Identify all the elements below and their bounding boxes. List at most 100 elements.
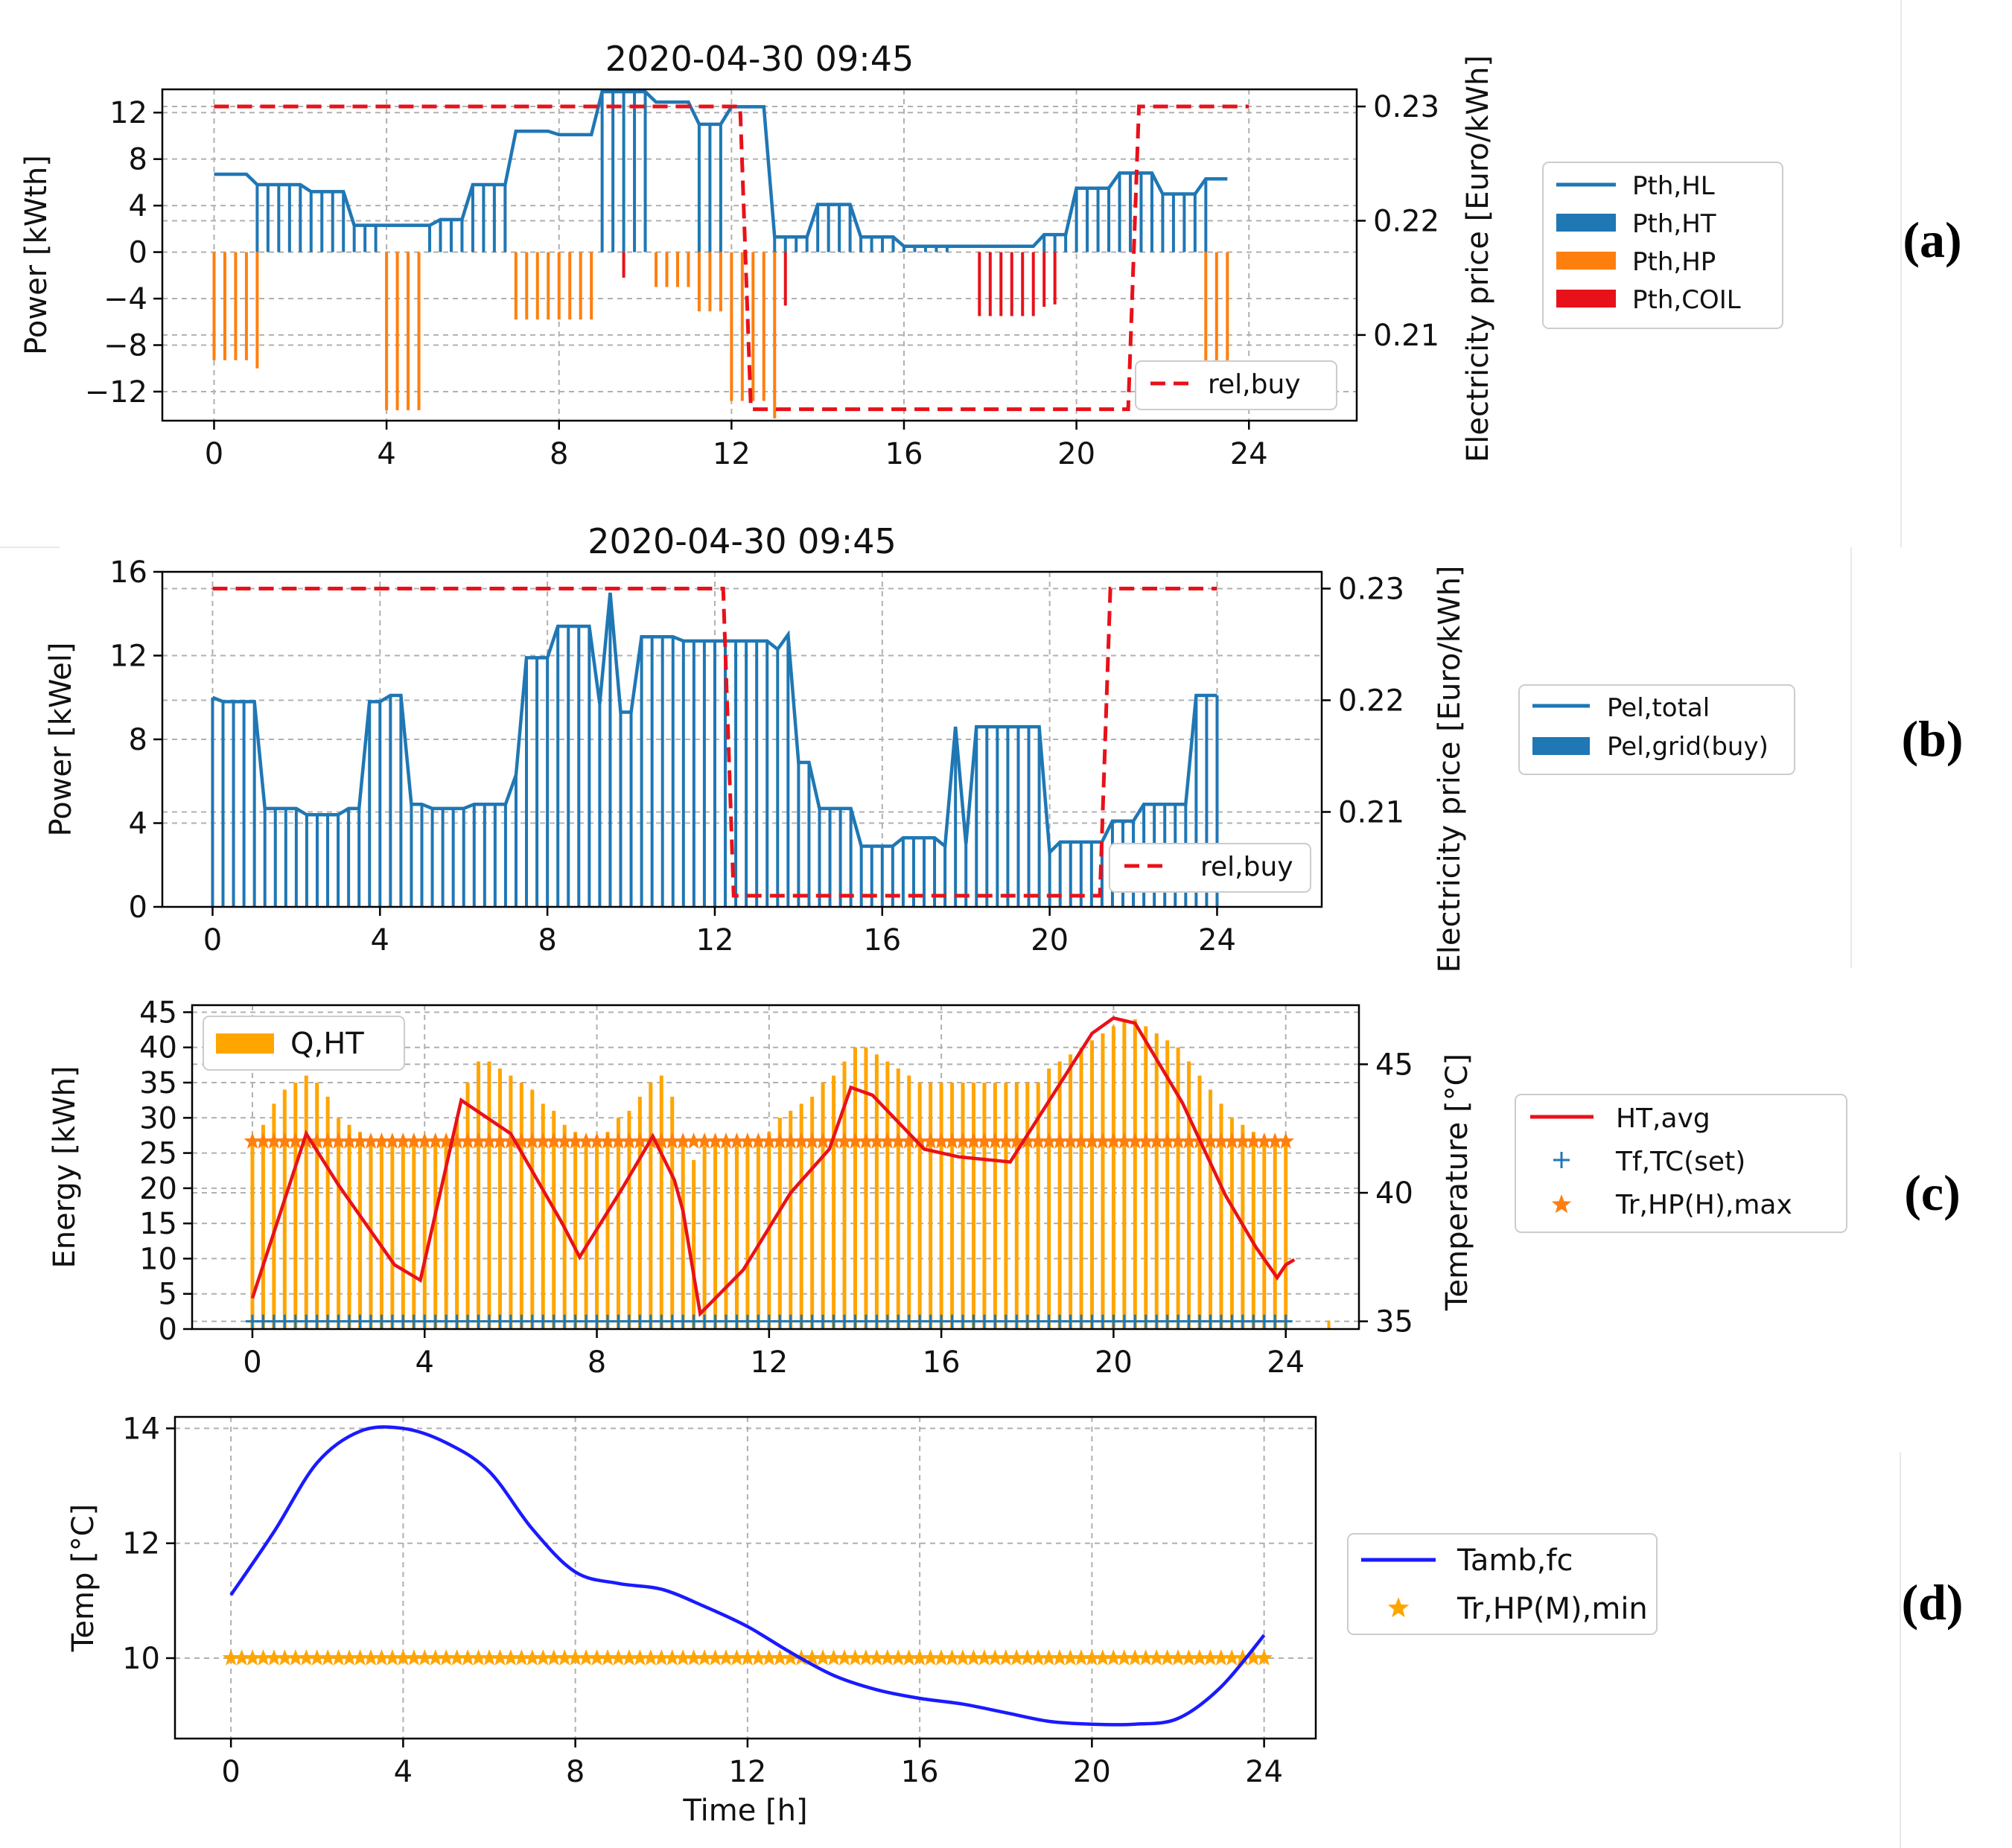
star-marker [405,1132,423,1149]
star-marker [717,1132,735,1149]
bar [1069,1054,1073,1329]
star-marker [631,1649,649,1666]
star-marker [835,1132,853,1149]
x-tick-label: 0 [243,1345,261,1380]
bar [874,1054,879,1329]
bar [584,1138,588,1329]
bar [363,225,367,252]
star-marker [545,1649,563,1666]
bar [713,640,716,907]
bar [337,1118,341,1329]
plot-frame [173,1415,1317,1740]
bar [293,1083,298,1329]
legend-swatch [1553,1152,1570,1168]
bar [255,185,259,252]
bar [315,1083,319,1329]
star-marker [1255,1649,1273,1666]
legend-inner-box [1109,843,1311,893]
bar [954,727,958,907]
legend-label-price: rel,buy [1200,852,1293,882]
bar [848,204,852,252]
star-marker [1212,1649,1230,1666]
bar [277,185,281,252]
bar [913,246,917,252]
x-tick-label: 4 [416,1345,434,1380]
star-marker [986,1649,1004,1666]
star-marker [330,1132,347,1149]
bar [622,252,625,278]
bar [460,219,464,252]
star-marker [695,1649,713,1666]
star-marker [480,1132,498,1149]
bar [901,838,905,907]
y-tick-label: −12 [85,375,147,410]
bar [232,701,235,907]
bar [221,701,225,907]
x-tick-label: 12 [728,1755,766,1789]
x-tick-label: 8 [550,437,568,471]
legend-label: Pth,COIL [1632,285,1741,315]
star-marker [470,1132,487,1149]
legend-label: Pth,HT [1632,209,1716,239]
star-marker [1169,1132,1187,1149]
star-marker [222,1649,240,1666]
bar [412,1138,416,1329]
star-marker [319,1649,337,1666]
bar [838,808,842,907]
bar [1171,194,1175,252]
star-marker [1180,1132,1197,1149]
star-marker [965,1649,982,1666]
y-axis-label: Energy [kWh] [48,1065,82,1268]
star-marker [588,1132,605,1149]
star-marker [599,1649,617,1666]
bar [557,252,561,320]
bar [1079,841,1083,907]
bar [546,657,550,907]
bar [1037,727,1041,907]
y-tick-label: 30 [139,1101,177,1135]
star-marker [803,1132,821,1149]
y2-tick-label: 0.23 [1373,90,1439,124]
y-tick-label: 5 [159,1278,177,1312]
marker-series-tf-tc-set [245,1314,1293,1328]
star-marker [1094,1132,1112,1149]
bar [773,237,777,252]
bar [697,124,701,252]
y-tick-label: 10 [122,1642,160,1676]
bar [627,1110,631,1329]
bar [923,838,926,907]
star-marker [965,1132,982,1149]
bar [1069,841,1072,907]
bar [439,219,442,252]
bar [347,1124,351,1329]
bar [1193,194,1197,252]
star-marker [847,1132,864,1149]
bar [702,640,706,907]
bar [497,1068,502,1329]
star-marker [847,1649,864,1666]
bar [462,808,465,907]
star-marker [685,1132,702,1149]
bar [244,252,248,360]
bar [637,1096,642,1329]
star-marker [900,1132,918,1149]
panel-label-c: (c) [1904,1164,1960,1221]
legend-label: Tr,HP(H),max [1615,1190,1792,1220]
bar [294,808,298,907]
y-tick-label: 35 [139,1066,177,1100]
star-marker [1234,1132,1252,1149]
chart-title: 2020-04-30 09:45 [605,39,914,79]
star-marker [383,1132,401,1149]
legend-inner-box [203,1016,405,1071]
bar [1036,1083,1040,1329]
bar [971,1083,975,1329]
bar [263,808,267,907]
bar [567,626,570,907]
x-tick-label: 20 [1031,923,1069,958]
star-marker [922,1132,940,1149]
star-marker [631,1132,649,1149]
plot-frame [161,570,1323,908]
star-marker [405,1649,423,1666]
star-marker [534,1132,552,1149]
line-price [214,104,1249,412]
